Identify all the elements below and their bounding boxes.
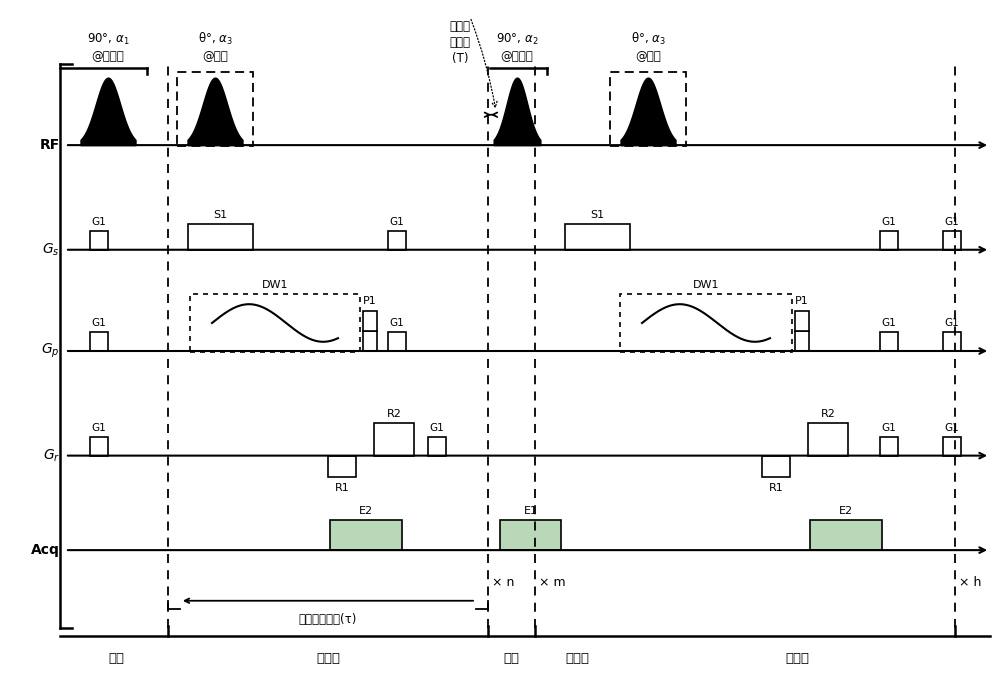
Bar (500, 520, 561, 550)
Text: 饱和: 饱和 (108, 652, 124, 666)
Bar (388, 332, 406, 351)
Bar (795, 331, 809, 351)
Text: G1: G1 (92, 318, 106, 328)
Text: @气态: @气态 (202, 50, 228, 63)
Bar (328, 456, 356, 477)
Text: $G_r$: $G_r$ (43, 448, 60, 464)
Text: G1: G1 (945, 217, 959, 227)
Text: @气态: @气态 (635, 50, 661, 63)
Bar (363, 310, 377, 331)
Text: P1: P1 (363, 296, 377, 306)
Text: $G_s$: $G_s$ (42, 242, 60, 258)
Text: 像采样: 像采样 (786, 652, 810, 666)
Text: 实际交
换时间
(T): 实际交 换时间 (T) (450, 20, 471, 65)
Bar (330, 520, 402, 550)
Bar (943, 332, 961, 351)
Text: 90°, $\alpha_2$: 90°, $\alpha_2$ (496, 32, 538, 47)
Text: DW1: DW1 (693, 279, 719, 290)
Bar (610, 72, 686, 146)
Text: S1: S1 (213, 210, 228, 220)
Text: 预设交换时间(τ): 预设交换时间(τ) (299, 613, 357, 626)
Bar (880, 231, 898, 250)
Text: G1: G1 (430, 423, 444, 433)
Text: S1: S1 (590, 210, 605, 220)
Text: G1: G1 (390, 217, 404, 227)
Bar (795, 310, 809, 331)
Text: G1: G1 (92, 217, 106, 227)
Text: 90°, $\alpha_1$: 90°, $\alpha_1$ (87, 32, 129, 47)
Bar (762, 456, 790, 477)
Bar (188, 224, 253, 250)
Text: RF: RF (40, 138, 60, 152)
Text: G1: G1 (882, 318, 896, 328)
Text: P1: P1 (795, 296, 809, 306)
Bar (565, 224, 630, 250)
Text: @溶解态: @溶解态 (92, 50, 124, 63)
Bar (620, 294, 792, 352)
Bar (428, 437, 446, 456)
Text: 谱采样: 谱采样 (566, 652, 590, 666)
Text: G1: G1 (882, 423, 896, 433)
Text: DW1: DW1 (262, 279, 288, 290)
Bar (374, 423, 414, 456)
Text: R2: R2 (821, 409, 835, 419)
Text: G1: G1 (882, 217, 896, 227)
Text: R1: R1 (335, 483, 349, 493)
Text: 交换: 交换 (504, 652, 520, 666)
Text: 像采样: 像采样 (316, 652, 340, 666)
Text: E1: E1 (524, 506, 538, 516)
Text: E2: E2 (359, 506, 373, 516)
Text: E2: E2 (839, 506, 853, 516)
Bar (388, 231, 406, 250)
Text: $G_p$: $G_p$ (41, 342, 60, 360)
Text: G1: G1 (92, 423, 106, 433)
Text: θ°, $\alpha_3$: θ°, $\alpha_3$ (631, 31, 665, 47)
Bar (880, 437, 898, 456)
Bar (177, 72, 253, 146)
Text: R1: R1 (769, 483, 783, 493)
Bar (190, 294, 360, 352)
Text: × n: × n (492, 576, 514, 589)
Text: G1: G1 (945, 423, 959, 433)
Bar (810, 520, 882, 550)
Text: G1: G1 (945, 318, 959, 328)
Text: × h: × h (959, 576, 981, 589)
Bar (808, 423, 848, 456)
Bar (880, 332, 898, 351)
Bar (90, 231, 108, 250)
Bar (90, 332, 108, 351)
Bar (363, 331, 377, 351)
Text: R2: R2 (387, 409, 401, 419)
Text: θ°, $\alpha_3$: θ°, $\alpha_3$ (198, 31, 232, 47)
Text: × m: × m (539, 576, 566, 589)
Text: Acq: Acq (31, 543, 60, 557)
Bar (943, 437, 961, 456)
Text: @溶解态: @溶解态 (501, 50, 533, 63)
Text: G1: G1 (390, 318, 404, 328)
Bar (943, 231, 961, 250)
Bar (90, 437, 108, 456)
